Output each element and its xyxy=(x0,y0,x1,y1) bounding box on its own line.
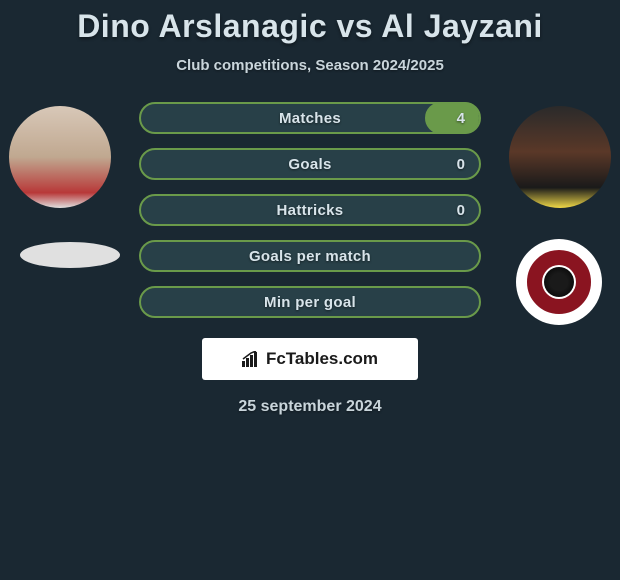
stat-bar: Matches 4 xyxy=(139,102,481,134)
club-right-badge xyxy=(516,239,602,325)
stat-label: Min per goal xyxy=(264,294,356,311)
stat-bar: Goals per match xyxy=(139,240,481,272)
brand-box: FcTables.com xyxy=(202,338,418,380)
page-title: Dino Arslanagic vs Al Jayzani xyxy=(0,8,620,45)
player-left-avatar xyxy=(9,106,111,208)
stat-fill xyxy=(425,102,479,134)
chart-icon xyxy=(242,351,260,367)
stat-label: Goals per match xyxy=(249,248,371,265)
club-right-badge-inner xyxy=(524,247,594,317)
stat-label: Goals xyxy=(288,156,331,173)
stat-label: Matches xyxy=(279,110,341,127)
player-right-avatar xyxy=(509,106,611,208)
stat-bar: Min per goal xyxy=(139,286,481,318)
brand-name: FcTables.com xyxy=(266,349,378,369)
stats-area: Matches 4 Goals 0 Hattricks 0 Goals per match M… xyxy=(0,102,620,416)
stat-bar: Hattricks 0 xyxy=(139,194,481,226)
stat-value-right: 0 xyxy=(457,156,465,173)
stat-label: Hattricks xyxy=(277,202,344,219)
club-left-badge xyxy=(20,242,120,268)
stat-value-right: 4 xyxy=(457,110,465,127)
stat-bar: Goals 0 xyxy=(139,148,481,180)
footer-date: 25 september 2024 xyxy=(0,398,620,416)
infographic-container: Dino Arslanagic vs Al Jayzani Club compe… xyxy=(0,0,620,416)
page-subtitle: Club competitions, Season 2024/2025 xyxy=(0,57,620,74)
stat-value-right: 0 xyxy=(457,202,465,219)
stat-bars: Matches 4 Goals 0 Hattricks 0 Goals per match M… xyxy=(139,102,481,318)
